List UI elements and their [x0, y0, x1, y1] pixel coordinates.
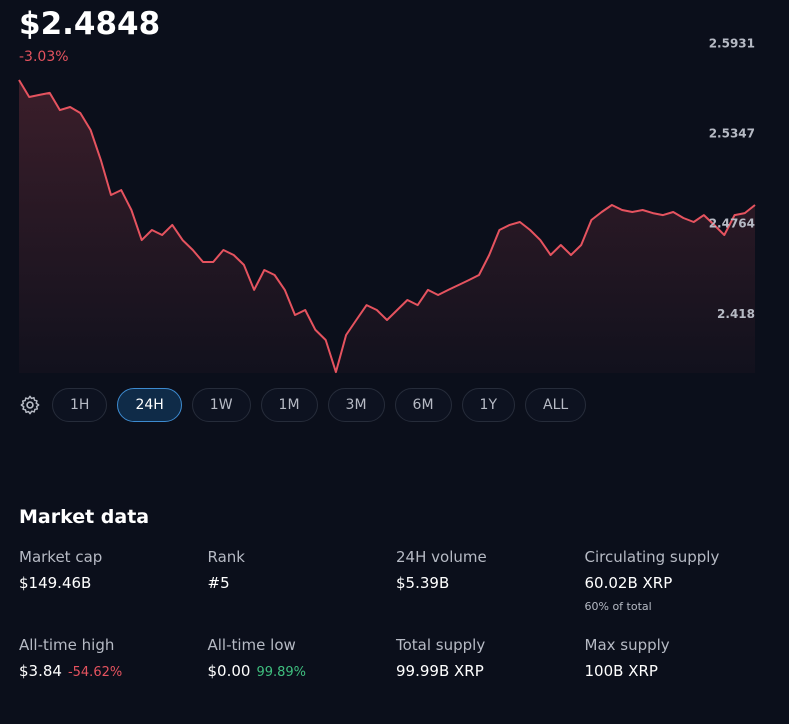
timeframe-button[interactable]: ALL — [525, 388, 587, 422]
stat-note: 60% of total — [584, 600, 652, 613]
page: XRP price {"header": {"price": "$2.4848"… — [18, 6, 756, 680]
stat-value: #5 — [207, 574, 230, 592]
stat-value: $3.84 — [19, 662, 62, 680]
stat-value-row: 100B XRP — [585, 662, 774, 680]
stat-value: 100B XRP — [584, 662, 658, 680]
stat: Max supply 100B XRP — [585, 636, 774, 724]
stat-value: $0.00 — [207, 662, 251, 680]
stat-value-row: $149.46B — [19, 574, 208, 592]
stat-label: All-time low — [207, 636, 296, 654]
stat-change: -54.62% — [67, 665, 123, 680]
stat-value-row: $5.39B — [396, 574, 585, 592]
timeframe-button[interactable]: 3M — [327, 388, 385, 422]
stat: Total supply 99.99B XRP — [396, 636, 585, 724]
price-chart: 2.5931 2.5347 2.4764 2.418 — [18, 37, 756, 374]
timeframe-button[interactable]: 1Y — [461, 388, 515, 422]
stat-label: All-time high — [19, 636, 115, 654]
y-tick-label: 2.418 — [717, 307, 755, 321]
section-title: Market data — [19, 506, 150, 528]
timeframe-button[interactable]: 1H — [52, 388, 108, 422]
stat-change: 99.89% — [256, 665, 307, 680]
stat: Rank #5 — [208, 548, 397, 636]
stat-label: Market cap — [19, 548, 103, 566]
y-tick-label: 2.4764 — [709, 217, 755, 231]
screen: $2.4848 -3.03% 2.5931 2.5347 2.4764 2.418 1… — [18, 6, 756, 680]
stat-value-row: $3.84 -54.62% — [19, 662, 208, 680]
y-tick-label: 2.5347 — [709, 127, 755, 141]
stat-value-row: 99.99B XRP — [396, 662, 585, 680]
area — [19, 80, 755, 373]
timeframe-button[interactable]: 6M — [394, 388, 452, 422]
stat-label: Total supply — [396, 636, 486, 654]
timeframe-button[interactable]: 24H — [117, 388, 182, 422]
stat: Market cap $149.46B — [19, 548, 208, 636]
price: $2.4848 — [19, 6, 161, 42]
timeframe-button[interactable]: 1W — [191, 388, 251, 422]
stat: All-time high $3.84 -54.62% — [19, 636, 208, 724]
stat-value: $5.39B — [396, 574, 450, 592]
stat-value-row: $0.00 99.89% — [208, 662, 397, 680]
price-change: -3.03% — [19, 49, 69, 65]
stat-label: Rank — [207, 548, 245, 566]
timeframe-button[interactable]: 1M — [260, 388, 318, 422]
stat-value-row: #5 — [208, 574, 397, 592]
stat: Circulating supply 60.02B XRP 60% of total — [585, 548, 774, 636]
stat-value: 60.02B XRP — [584, 574, 673, 592]
stat: All-time low $0.00 99.89% — [208, 636, 397, 724]
stat-value-row: 60.02B XRP — [585, 574, 774, 592]
timeframe-bar: 1H 24H 1W 1M 3M 6M 1Y ALL — [19, 388, 587, 422]
market-grid: Market cap $149.46B Rank #5 24H volume $5.39B… — [19, 548, 773, 724]
y-tick-label: 2.5931 — [709, 37, 755, 51]
stat-label: 24H volume — [396, 548, 487, 566]
price-line — [18, 79, 756, 374]
stat: 24H volume $5.39B — [396, 548, 585, 636]
stat-value: 99.99B XRP — [396, 662, 484, 680]
stat-value: $149.46B — [19, 574, 92, 592]
stat-label: Circulating supply — [584, 548, 720, 566]
settings-button[interactable] — [19, 394, 41, 416]
stat-label: Max supply — [584, 636, 670, 654]
